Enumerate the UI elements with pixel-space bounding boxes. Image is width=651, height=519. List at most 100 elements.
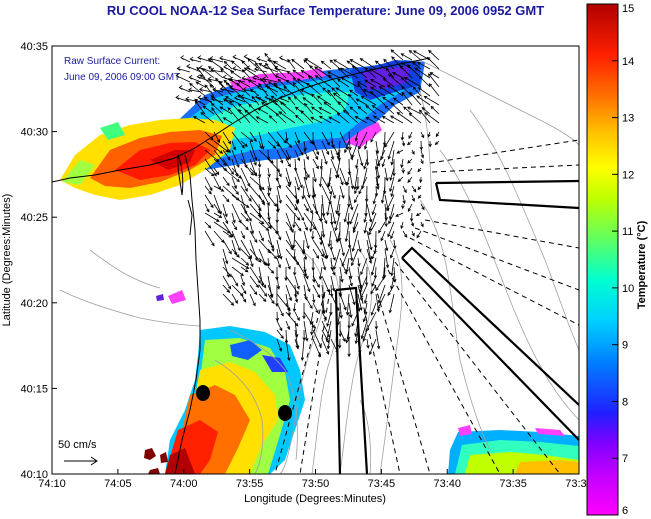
current-vector [306, 82, 323, 97]
current-vector [342, 109, 359, 124]
current-vector [321, 221, 326, 238]
current-vector [222, 194, 230, 203]
current-vector [339, 302, 343, 319]
current-vector [264, 94, 279, 103]
current-vector [318, 266, 323, 281]
current-vector [242, 87, 257, 93]
current-vector [249, 167, 258, 177]
current-vector [303, 248, 308, 261]
current-vector [314, 66, 332, 79]
current-vector [285, 338, 291, 362]
current-vector [403, 106, 413, 115]
current-vector [278, 111, 296, 124]
current-vector [249, 149, 257, 167]
current-vector [354, 194, 359, 204]
current-vector [348, 93, 359, 106]
current-vector [362, 329, 368, 342]
current-vector [258, 275, 267, 289]
current-vector [292, 77, 305, 88]
current-vector [276, 257, 281, 269]
current-vector [374, 320, 378, 330]
current-vector [294, 221, 302, 232]
current-vector [292, 69, 305, 79]
current-vector [401, 140, 406, 147]
current-vector [392, 97, 404, 106]
current-vector [349, 203, 359, 225]
current-vector [309, 64, 323, 79]
current-vector [256, 56, 268, 63]
current-vector [389, 115, 404, 124]
current-vector [309, 311, 314, 326]
current-vector [249, 140, 258, 161]
current-vector [222, 158, 235, 175]
current-vector [231, 140, 236, 151]
current-vector [401, 167, 405, 174]
current-vector [220, 68, 233, 79]
current-vector [328, 116, 341, 124]
current-vector [378, 221, 386, 234]
current-vector [293, 95, 305, 106]
current-vector [407, 158, 413, 164]
current-vector [312, 239, 325, 258]
current-vector [348, 275, 353, 287]
current-vector [328, 74, 341, 88]
current-vector [351, 65, 368, 79]
current-vector [428, 49, 440, 61]
y-tick-label: 40:25 [20, 212, 48, 224]
current-vector [312, 284, 321, 299]
current-vector [326, 329, 332, 350]
current-vector [200, 112, 215, 124]
current-vector [420, 131, 425, 139]
current-vector [397, 176, 404, 182]
current-vector [249, 257, 254, 268]
current-vector [275, 112, 287, 124]
current-vector [204, 149, 220, 162]
current-vector [369, 90, 386, 106]
current-vector [403, 76, 422, 88]
current-vector [351, 230, 359, 253]
current-vector [426, 56, 440, 70]
current-vector [349, 59, 368, 70]
current-vector [380, 230, 386, 242]
current-vector [366, 203, 373, 223]
current-vector [285, 140, 293, 148]
current-vector [252, 75, 268, 83]
current-vector [204, 167, 215, 177]
current-vector [375, 140, 380, 155]
current-vector [427, 73, 440, 88]
current-vector [285, 194, 298, 211]
current-vector [209, 56, 224, 63]
current-vector [384, 212, 388, 228]
current-vector [321, 257, 327, 271]
current-vector [251, 95, 260, 106]
current-vector [249, 266, 261, 284]
current-vector [222, 284, 231, 293]
current-vector [352, 221, 359, 234]
current-vector [407, 167, 413, 176]
current-vector [416, 230, 422, 239]
current-vector [434, 140, 440, 146]
current-vector [309, 212, 314, 233]
current-vector [300, 338, 305, 362]
current-vector [231, 185, 239, 195]
current-vector [212, 87, 224, 93]
current-vector [415, 212, 422, 217]
scale-arrow [64, 456, 98, 466]
current-vector [222, 248, 229, 265]
current-vector [337, 101, 350, 115]
current-vector [339, 293, 347, 311]
current-vector [274, 65, 290, 73]
current-vector [303, 266, 309, 280]
colorbar-tick-label: 9 [622, 340, 628, 352]
current-vector [387, 284, 395, 297]
current-vector [294, 293, 299, 303]
current-vector [240, 140, 248, 147]
current-vector [381, 158, 386, 168]
y-tick-label: 40:10 [20, 469, 48, 481]
current-vector [356, 81, 368, 88]
current-vector [277, 78, 287, 88]
current-vector [311, 230, 315, 241]
current-vector [408, 131, 413, 140]
current-vector [360, 320, 368, 340]
